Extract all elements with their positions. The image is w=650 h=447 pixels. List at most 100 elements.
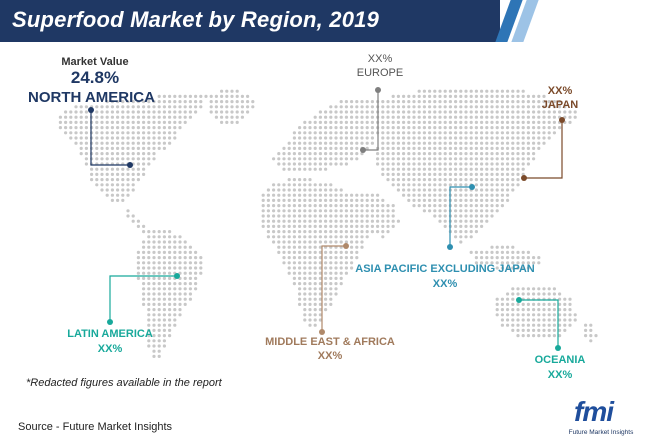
map-dot <box>168 313 172 317</box>
map-dot <box>334 157 338 161</box>
map-dot <box>277 204 281 208</box>
map-dot <box>454 193 458 197</box>
map-dot <box>500 162 504 166</box>
map-dot <box>516 261 520 265</box>
map-dot <box>324 120 328 124</box>
map-dot <box>433 198 437 202</box>
map-dot <box>318 209 322 213</box>
map-dot <box>443 100 447 104</box>
map-dot <box>500 256 504 260</box>
map-dot <box>438 178 442 182</box>
map-dot <box>438 157 442 161</box>
map-dot <box>350 214 354 218</box>
map-dot <box>136 146 140 150</box>
map-dot <box>402 110 406 114</box>
map-dot <box>292 214 296 218</box>
map-dot <box>521 136 525 140</box>
map-dot <box>142 224 146 228</box>
map-dot <box>547 334 551 338</box>
map-dot <box>381 209 385 213</box>
map-dot <box>147 146 151 150</box>
map-dot <box>526 256 531 260</box>
map-dot <box>313 271 317 275</box>
map-dot <box>329 136 333 140</box>
map-dot <box>381 230 385 234</box>
map-dot <box>459 131 463 135</box>
map-dot <box>178 100 182 104</box>
map-dot <box>537 136 541 140</box>
map-dot <box>428 157 432 161</box>
map-dot <box>500 167 504 171</box>
map-dot <box>402 115 406 119</box>
map-dot <box>558 292 562 296</box>
map-dot <box>490 178 494 182</box>
map-dot <box>350 126 354 130</box>
map-dot <box>266 198 270 202</box>
map-dot <box>422 110 426 114</box>
map-dot <box>355 146 359 150</box>
map-dot <box>344 224 348 228</box>
map-dot <box>147 313 151 317</box>
map-dot <box>433 105 437 109</box>
map-dot <box>558 308 562 312</box>
map-dot <box>142 131 146 135</box>
map-dot <box>74 120 78 124</box>
map-dot <box>329 235 333 239</box>
map-dot <box>339 204 343 208</box>
map-dot <box>506 94 510 98</box>
map-dot <box>313 240 317 244</box>
map-dot <box>344 105 348 109</box>
map-dot <box>162 344 166 348</box>
map-dot <box>448 89 452 93</box>
map-dot <box>542 323 546 327</box>
map-dot <box>142 157 146 161</box>
map-dot <box>199 271 203 275</box>
map-dot <box>266 230 270 234</box>
map-dot <box>199 105 203 109</box>
oceania-region-marker <box>516 297 522 303</box>
map-dot <box>147 287 151 291</box>
map-dot <box>474 224 478 228</box>
map-dot <box>152 152 156 156</box>
map-dot <box>178 110 182 114</box>
map-dot <box>329 297 333 301</box>
map-dot <box>391 219 395 223</box>
map-dot <box>365 120 369 124</box>
map-dot <box>360 136 364 140</box>
map-dot <box>313 313 317 317</box>
map-dot <box>474 141 478 145</box>
map-dot <box>355 209 359 213</box>
map-dot <box>537 146 541 150</box>
map-dot <box>526 261 531 265</box>
map-dot <box>324 271 328 275</box>
map-dot <box>344 256 348 260</box>
map-dot <box>474 110 478 114</box>
map-dot <box>173 110 177 114</box>
map-dot <box>355 141 359 145</box>
map-dot <box>152 120 156 124</box>
map-dot <box>131 167 135 171</box>
map-dot <box>157 323 161 327</box>
europe-label: EUROPE <box>356 67 404 79</box>
map-dot <box>386 167 390 171</box>
map-dot <box>84 126 88 130</box>
map-dot <box>105 131 109 135</box>
map-dot <box>334 115 338 119</box>
map-dot <box>110 110 114 114</box>
map-dot <box>386 115 390 119</box>
map-dot <box>573 110 577 114</box>
map-dot <box>298 302 302 306</box>
map-dot <box>350 230 354 234</box>
map-dot <box>324 297 328 301</box>
map-dot <box>464 152 468 156</box>
map-dot <box>188 282 192 286</box>
map-dot <box>292 141 296 145</box>
map-dot <box>474 162 478 166</box>
map-dot <box>308 209 312 213</box>
map-dot <box>516 94 520 98</box>
map-dot <box>428 120 432 124</box>
map-dot <box>490 245 494 249</box>
map-dot <box>131 188 135 192</box>
map-dot <box>131 152 135 156</box>
map-dot <box>220 105 224 109</box>
